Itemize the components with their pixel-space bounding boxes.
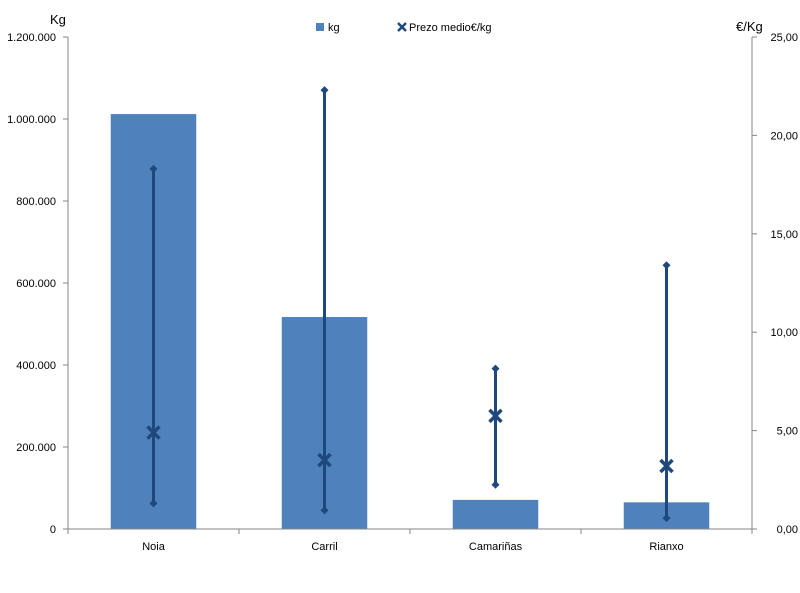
price-max-marker [149,164,158,173]
price-min-marker [149,499,158,508]
left-tick-label: 800.000 [16,196,56,208]
price-avg-marker [146,425,161,440]
x-tick-label: Noia [142,541,166,553]
left-tick-label: 400.000 [16,360,56,372]
x-tick-label: Carril [311,541,337,553]
right-tick-label: 5,00 [777,426,798,438]
legend-price-marker [397,22,407,32]
price-max-marker [491,364,500,373]
right-tick-label: 25,00 [770,32,798,44]
bar-kg [452,499,539,529]
left-tick-label: 0 [50,524,56,536]
price-min-marker [662,514,671,523]
bars-layer [110,114,710,529]
right-tick-label: 15,00 [770,229,798,241]
price-avg-marker [659,458,674,474]
legend-kg-label: kg [328,22,340,34]
price-max-marker [320,86,329,95]
left-tick-label: 1.000.000 [7,114,56,126]
legend-price-label: Prezo medio€/kg [409,22,492,34]
right-tick-label: 20,00 [770,130,798,142]
left-tick-label: 1.200.000 [7,32,56,44]
right-tick-label: 0,00 [777,524,798,536]
legend-kg-swatch [316,23,324,31]
left-axis-title: Kg [50,12,66,27]
ticks-layer: 0 200.000 400.000 600.000 800.000 1.000.000 1.… [7,32,798,553]
right-axis-title: €/Kg [736,19,763,34]
price-layer [146,86,674,523]
right-tick-label: 10,00 [770,327,798,339]
price-min-marker [320,506,329,515]
price-min-marker [491,480,500,489]
left-tick-label: 200.000 [16,442,56,454]
price-avg-marker [317,452,332,468]
left-tick-label: 600.000 [16,278,56,290]
x-tick-label: Camariñas [469,541,523,553]
price-avg-marker [488,408,503,424]
legend: kg Prezo medio€/kg [316,22,492,34]
x-tick-label: Rianxo [649,541,683,553]
price-max-marker [662,261,671,270]
